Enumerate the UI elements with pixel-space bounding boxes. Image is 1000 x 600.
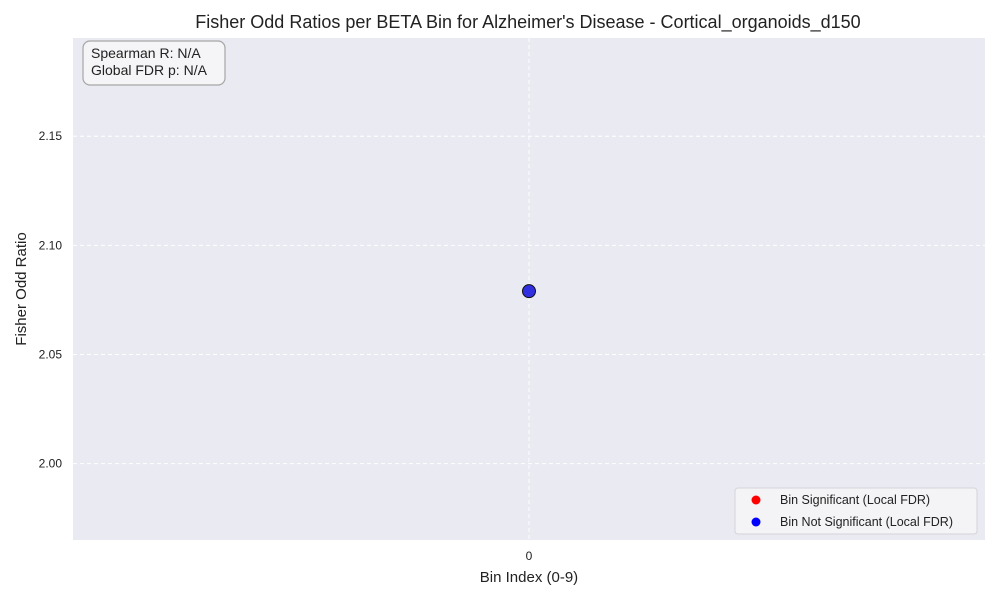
stats-annotation-box: Spearman R: N/A Global FDR p: N/A bbox=[82, 40, 226, 86]
stats-box-frame bbox=[82, 40, 226, 86]
legend-marker-significant bbox=[751, 495, 761, 505]
legend: Bin Significant (Local FDR) Bin Not Sign… bbox=[734, 487, 978, 535]
y-tick-label: 2.05 bbox=[39, 347, 63, 361]
y-axis-label: Fisher Odd Ratio bbox=[13, 232, 30, 345]
stats-spearman-text: Spearman R: N/A bbox=[91, 45, 201, 61]
y-tick-label: 2.15 bbox=[39, 129, 63, 143]
chart-title: Fisher Odd Ratios per BETA Bin for Alzhe… bbox=[195, 12, 860, 33]
data-points bbox=[522, 284, 536, 299]
y-tick-label: 2.10 bbox=[39, 238, 63, 252]
legend-label-significant: Bin Significant (Local FDR) bbox=[780, 493, 930, 507]
grid-lines bbox=[73, 38, 985, 540]
data-point-not-significant bbox=[522, 284, 536, 299]
x-axis-label: Bin Index (0-9) bbox=[480, 569, 578, 586]
x-tick-label: 0 bbox=[526, 549, 533, 563]
legend-marker-not-significant bbox=[751, 517, 761, 527]
axis-ticks: 2.00 2.05 2.10 2.15 0 bbox=[39, 129, 533, 563]
stats-global-fdr-text: Global FDR p: N/A bbox=[91, 62, 208, 78]
y-tick-label: 2.00 bbox=[39, 457, 63, 471]
legend-frame bbox=[734, 487, 978, 535]
legend-label-not-significant: Bin Not Significant (Local FDR) bbox=[780, 515, 953, 529]
